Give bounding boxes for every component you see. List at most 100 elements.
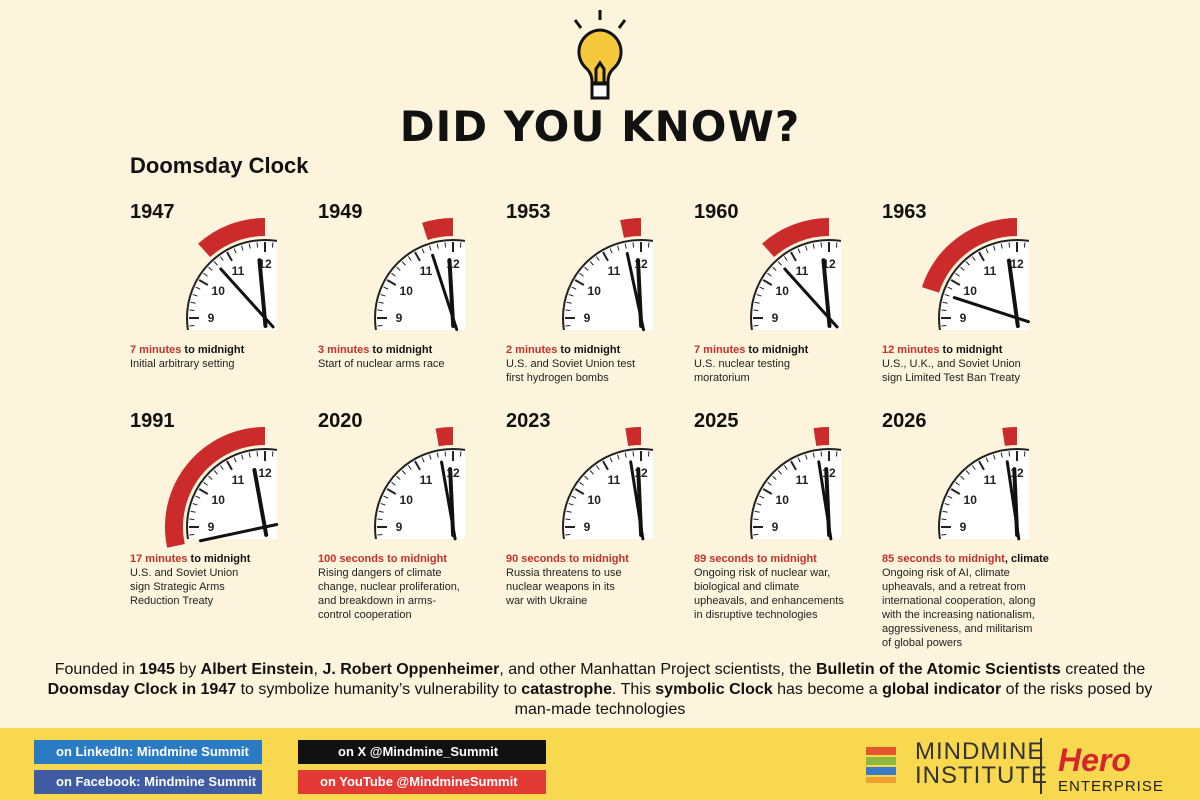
tick xyxy=(524,310,529,311)
tick xyxy=(307,375,310,379)
tick xyxy=(767,272,772,277)
caption-head: 100 seconds to midnight xyxy=(318,552,498,566)
tick xyxy=(754,301,760,304)
x-link[interactable]: on X @Mindmine_Summit xyxy=(298,740,546,764)
footer-part: created the xyxy=(1060,661,1146,678)
tick xyxy=(333,340,338,342)
footer-part: to symbolize humanity’s vulnerability to xyxy=(236,681,522,698)
footer-part: global indicator xyxy=(882,681,1002,698)
tick xyxy=(189,533,195,536)
tick xyxy=(336,534,341,535)
tick xyxy=(192,294,198,297)
tick xyxy=(1059,257,1062,261)
caption-line: Ongoing risk of AI, climate xyxy=(882,567,1010,579)
caption-head: 17 minutes to midnight xyxy=(130,552,310,566)
divider xyxy=(1040,738,1042,794)
tick xyxy=(571,495,577,499)
youtube-link[interactable]: on YouTube @MindmineSummit xyxy=(298,770,546,794)
year: 1949 xyxy=(318,201,363,223)
tick xyxy=(521,504,526,506)
tick xyxy=(960,475,965,480)
linkedin-link[interactable]: on LinkedIn: Mindmine Summit xyxy=(34,740,262,764)
caption-tail: to midnight xyxy=(181,344,245,356)
facebook-link[interactable]: on Facebook: Mindmine Summit xyxy=(34,770,262,794)
caption-tail: to midnight xyxy=(745,344,809,356)
caption: 2 minutes to midnight U.S. and Soviet Uni… xyxy=(506,343,686,385)
tick xyxy=(208,475,213,480)
tick xyxy=(380,503,386,506)
dial-number: 9 xyxy=(396,520,403,534)
hero-sub: ENTERPRISE xyxy=(1058,778,1164,795)
tick xyxy=(468,453,469,458)
tick xyxy=(670,458,672,463)
tick xyxy=(407,465,412,470)
dial-number: 10 xyxy=(400,493,414,507)
tick xyxy=(298,375,303,384)
tick xyxy=(683,257,686,261)
tick xyxy=(486,375,491,384)
red-arc xyxy=(625,427,641,447)
tick xyxy=(565,324,571,327)
tick xyxy=(334,542,339,543)
tick xyxy=(900,325,905,326)
tick xyxy=(589,470,594,475)
tick xyxy=(521,340,526,342)
red-arc xyxy=(921,218,1017,293)
dial-number: 10 xyxy=(964,493,978,507)
tick xyxy=(971,465,976,470)
caption-line: with the increasing nationalism, xyxy=(882,609,1035,621)
tick xyxy=(993,454,996,460)
tick xyxy=(1086,333,1091,334)
tick xyxy=(756,503,762,506)
tick xyxy=(1023,242,1026,248)
tick xyxy=(945,549,950,551)
tick xyxy=(414,251,421,262)
tick xyxy=(396,266,401,271)
tick xyxy=(753,533,759,536)
caption-lead: 7 minutes xyxy=(130,344,182,356)
minute-hand xyxy=(1005,460,1021,541)
tick xyxy=(444,242,447,248)
caption-line: biological and climate xyxy=(694,581,800,593)
year: 1947 xyxy=(130,201,175,223)
tick xyxy=(712,534,717,535)
red-arc xyxy=(198,218,265,258)
tick xyxy=(566,301,572,304)
tick xyxy=(656,453,657,458)
tick xyxy=(757,340,762,342)
tick xyxy=(783,256,788,261)
tick xyxy=(965,261,970,266)
tick xyxy=(595,256,600,261)
caption-tail: to midnight xyxy=(187,553,251,565)
face: 9 10 11 12 xyxy=(938,239,1091,392)
tick xyxy=(632,242,635,248)
tick xyxy=(445,389,446,394)
tick xyxy=(900,534,905,535)
dial-number: 9 xyxy=(208,520,215,534)
caption-tail: to midnight xyxy=(557,344,621,356)
tick xyxy=(886,280,895,285)
dial-number: 10 xyxy=(964,284,978,298)
tick xyxy=(566,510,572,513)
tick xyxy=(430,386,432,391)
dial-number: 11 xyxy=(232,473,245,487)
footer-part: 1945 xyxy=(139,661,175,678)
tick xyxy=(401,261,406,266)
minute-hand xyxy=(783,267,839,329)
caption-lead: 100 seconds to midnight xyxy=(318,553,447,565)
tick xyxy=(444,451,447,457)
tick xyxy=(256,451,259,457)
dial-number: 11 xyxy=(232,264,245,278)
tick xyxy=(330,496,335,498)
tick xyxy=(189,309,195,312)
tick xyxy=(947,495,953,499)
dial-number: 10 xyxy=(588,284,602,298)
tick xyxy=(1001,387,1002,392)
tick xyxy=(219,256,224,261)
tick xyxy=(468,387,469,392)
tick xyxy=(844,387,845,392)
tick xyxy=(821,389,822,394)
footer-part: Doomsday Clock in 1947 xyxy=(47,681,237,698)
caption-line: of global powers xyxy=(882,637,963,649)
